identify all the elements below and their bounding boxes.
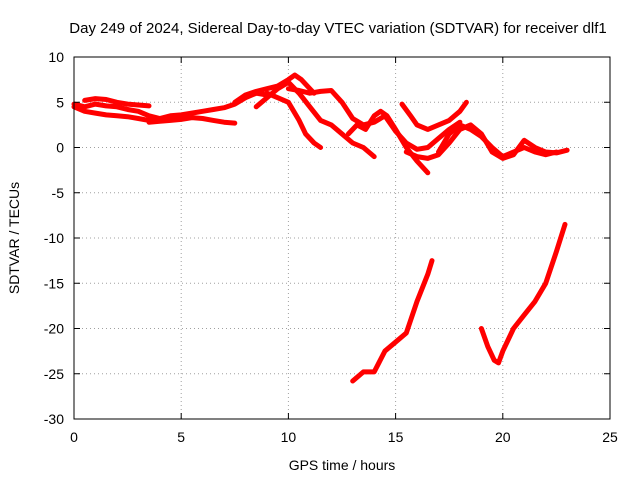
x-tick-label: 25 bbox=[602, 429, 618, 445]
series-track-2 bbox=[71, 104, 163, 123]
x-tick-labels: 0 5 10 15 20 25 bbox=[70, 429, 618, 445]
series-track-4 bbox=[146, 115, 238, 126]
series-track-13 bbox=[350, 258, 435, 384]
y-tick-label: -20 bbox=[44, 321, 64, 337]
x-axis-label: GPS time / hours bbox=[289, 457, 396, 473]
series-track-3 bbox=[82, 96, 152, 109]
y-tick-label: -15 bbox=[44, 275, 64, 291]
chart-title: Day 249 of 2024, Sidereal Day-to-day VTE… bbox=[69, 20, 606, 37]
x-tick-label: 20 bbox=[495, 429, 511, 445]
axis-ticks bbox=[73, 56, 611, 420]
series-traces bbox=[71, 72, 570, 384]
grid-lines bbox=[74, 57, 610, 419]
y-tick-label: 10 bbox=[48, 49, 64, 65]
series-track-6 bbox=[253, 79, 377, 160]
y-tick-label: 5 bbox=[56, 94, 64, 110]
y-axis-label: SDTVAR / TECUs bbox=[6, 182, 22, 294]
series-track-10 bbox=[399, 99, 469, 132]
y-tick-labels: -30 -25 -20 -15 -10 -5 0 5 10 bbox=[44, 49, 64, 427]
x-tick-label: 5 bbox=[177, 429, 185, 445]
y-tick-label: -10 bbox=[44, 230, 64, 246]
x-tick-label: 0 bbox=[70, 429, 78, 445]
y-tick-label: -30 bbox=[44, 411, 64, 427]
y-tick-label: -5 bbox=[52, 185, 65, 201]
series-track-7 bbox=[264, 90, 324, 150]
series-track-14 bbox=[478, 221, 568, 366]
x-tick-label: 15 bbox=[388, 429, 404, 445]
y-tick-label: 0 bbox=[56, 140, 64, 156]
series-track-8 bbox=[285, 86, 463, 152]
x-tick-label: 10 bbox=[281, 429, 297, 445]
series-track-12 bbox=[436, 122, 559, 160]
y-tick-label: -25 bbox=[44, 366, 64, 382]
